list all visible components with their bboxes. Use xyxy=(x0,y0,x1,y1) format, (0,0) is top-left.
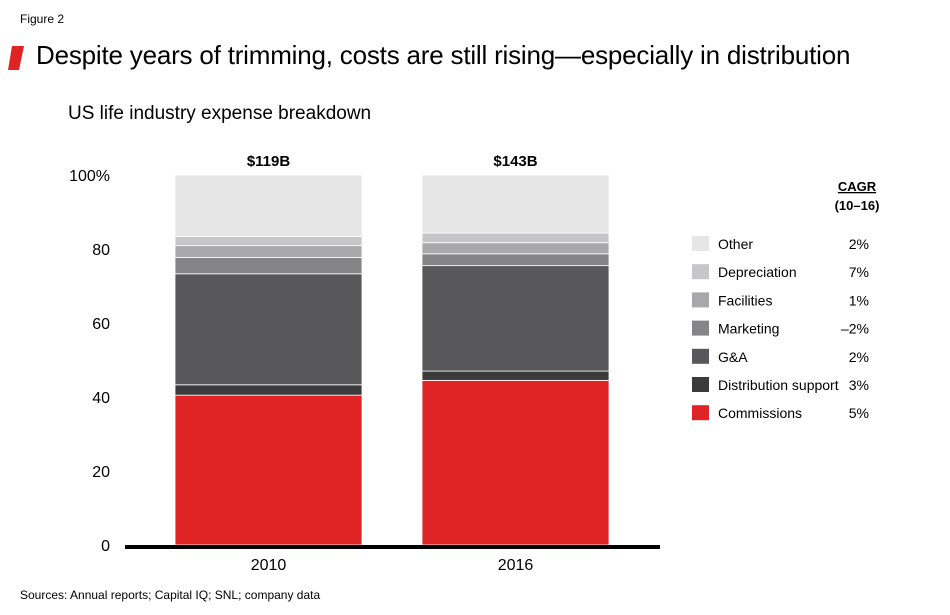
legend-cagr-facilities: 1% xyxy=(849,292,869,308)
y-tick-label: 0 xyxy=(101,538,110,555)
legend-swatch-marketing xyxy=(692,320,709,336)
figure-label: Figure 2 xyxy=(20,12,65,26)
bar-total-label: $143B xyxy=(493,153,537,170)
bar-total-label: $119B xyxy=(247,153,291,170)
bar-segment-2010-commissions xyxy=(174,394,363,546)
bar-segment-2010-facilities xyxy=(174,245,363,258)
legend-label-g-a: G&A xyxy=(718,349,748,365)
x-tick-label: 2016 xyxy=(498,557,534,574)
y-tick-label: 20 xyxy=(92,464,110,481)
x-axis-ticks: 2010 2016 xyxy=(251,557,534,574)
legend-label-other: Other xyxy=(718,236,753,252)
bar-segment-2010-depreciation xyxy=(174,236,363,247)
legend-cagr-other: 2% xyxy=(849,236,869,252)
legend-header-period: (10–16) xyxy=(835,198,880,213)
bar-segment-2016-depreciation xyxy=(421,232,610,244)
legend-swatch-distribution-support xyxy=(692,377,709,392)
legend-swatch-g-a xyxy=(692,348,709,364)
bar-segment-2016-g-a xyxy=(421,265,610,372)
bar-segment-2016-facilities xyxy=(421,242,610,255)
legend-cagr-distribution-support: 3% xyxy=(849,377,869,393)
legend-label-marketing: Marketing xyxy=(718,321,779,337)
bar-segment-2010-g-a xyxy=(174,273,363,386)
y-axis-ticks: 0 20 40 60 80 100% xyxy=(69,168,110,555)
bar-segment-2016-commissions xyxy=(421,379,610,546)
bar-segment-2010-distribution-support xyxy=(174,384,363,396)
legend-label-depreciation: Depreciation xyxy=(718,264,797,280)
legend-swatch-facilities xyxy=(692,292,709,308)
y-tick-label: 80 xyxy=(92,242,110,259)
y-tick-label: 40 xyxy=(92,390,110,407)
legend-label-facilities: Facilities xyxy=(718,292,772,308)
legend: CAGR (10–16) Other 2% Depreciation 7% Faciliti… xyxy=(692,179,879,421)
legend-header-cagr: CAGR xyxy=(838,179,877,194)
legend-cagr-g-a: 2% xyxy=(849,349,869,365)
bar-totals: $119B $143B xyxy=(247,153,538,170)
chart-title: US life industry expense breakdown xyxy=(68,103,372,124)
bar-segment-2010-other xyxy=(174,174,363,237)
brand-mark-icon xyxy=(8,46,24,70)
legend-label-commissions: Commissions xyxy=(718,405,802,421)
y-tick-label: 100% xyxy=(69,168,110,185)
bar-segment-2016-distribution-support xyxy=(421,370,610,381)
legend-cagr-marketing: –2% xyxy=(841,321,869,337)
legend-cagr-depreciation: 7% xyxy=(849,264,869,280)
y-tick-label: 60 xyxy=(92,316,110,333)
legend-cagr-commissions: 5% xyxy=(849,405,869,421)
bars xyxy=(174,174,610,546)
x-tick-label: 2010 xyxy=(251,557,287,574)
bar-segment-2016-other xyxy=(421,174,610,234)
source-note: Sources: Annual reports; Capital IQ; SNL… xyxy=(20,588,321,602)
bar-segment-2016-marketing xyxy=(421,253,610,267)
bar-segment-2010-marketing xyxy=(174,257,363,275)
page-title: Despite years of trimming, costs are sti… xyxy=(36,40,851,70)
legend-label-distribution-support: Distribution support xyxy=(718,377,839,393)
legend-swatch-commissions xyxy=(692,405,709,421)
legend-swatch-depreciation xyxy=(692,264,709,280)
legend-swatch-other xyxy=(692,236,709,251)
